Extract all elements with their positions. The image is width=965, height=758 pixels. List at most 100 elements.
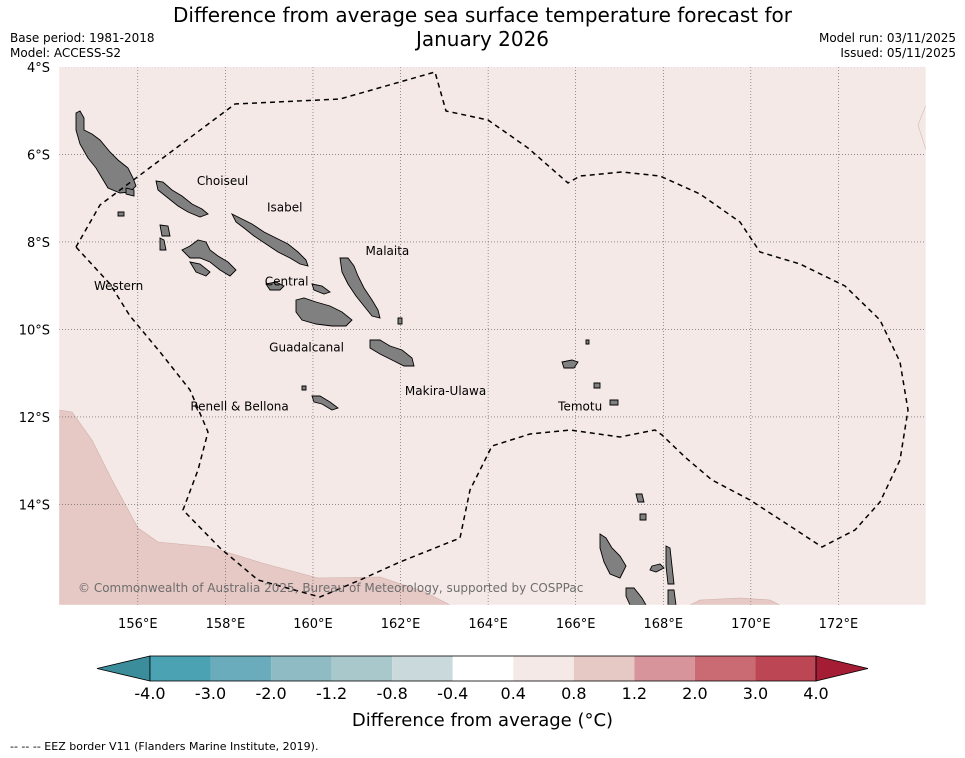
- province-label: Central: [265, 275, 309, 289]
- lon-tick-label: 158°E: [206, 617, 246, 632]
- colorbar-segment: [150, 656, 211, 681]
- colorbar-segment: [452, 656, 514, 681]
- island-vellalavella: [159, 224, 171, 237]
- lat-tick-label: 4°S: [27, 61, 50, 76]
- colorbar-segment: [331, 656, 393, 681]
- lon-tick-label: 172°E: [819, 617, 859, 632]
- lat-tick-label: 14°S: [19, 498, 50, 513]
- colorbar-segment: [392, 656, 453, 681]
- island-isabel: [230, 212, 309, 267]
- lat-tick-label: 12°S: [19, 411, 50, 426]
- island-utupua: [609, 399, 619, 406]
- lon-tick-label: 166°E: [556, 617, 596, 632]
- colorbar-tick-label: -0.4: [437, 684, 469, 703]
- island-rendova: [189, 261, 211, 277]
- copyright-notice: © Commonwealth of Australia 2025, Bureau…: [78, 581, 583, 595]
- map-title: Difference from average sea surface temp…: [150, 3, 815, 51]
- province-label: Isabel: [267, 200, 302, 214]
- island-shortland: [117, 211, 125, 217]
- colorbar-segment: [573, 656, 635, 681]
- island-gizo: [159, 237, 167, 251]
- province-label: Temotu: [557, 399, 602, 413]
- map-plot-area: [59, 67, 926, 605]
- base-period: Base period: 1981-2018: [10, 31, 155, 45]
- lon-tick-label: 160°E: [293, 617, 333, 632]
- colorbar-segment: [755, 656, 816, 681]
- colorbar-tick-label: 4.0: [803, 684, 829, 703]
- colorbar: [96, 655, 869, 682]
- model-name: Model: ACCESS-S2: [10, 46, 122, 60]
- province-label: Makira-Ulawa: [405, 384, 486, 398]
- colorbar-tick-label: -3.0: [194, 684, 227, 703]
- province-label: Choiseul: [197, 174, 248, 188]
- island-treasury: [125, 187, 135, 197]
- colorbar-max-extend: [815, 655, 869, 682]
- colorbar-tick-label: 3.0: [742, 684, 769, 703]
- map-title-line2: January 2026: [415, 27, 550, 51]
- island-choiseul: [155, 180, 209, 218]
- latitude-tick-labels: 4°S 6°S 8°S 10°S 12°S 14°S: [19, 61, 50, 513]
- colorbar-segment: [694, 656, 756, 681]
- colorbar-tick-label: 0.8: [561, 684, 587, 703]
- longitude-tick-labels: 156°E 158°E 160°E 162°E 164°E 166°E 168°E 170°E…: [118, 617, 858, 632]
- island-florida: [265, 281, 285, 291]
- island-banks: [635, 493, 645, 503]
- lat-tick-label: 10°S: [19, 323, 50, 338]
- island-maewo: [667, 589, 677, 605]
- warm-anomaly-region: [59, 409, 451, 605]
- issued-date: Issued: 05/11/2025: [840, 46, 956, 60]
- lat-tick-label: 6°S: [27, 148, 50, 163]
- plot-frame: [58, 66, 927, 606]
- lat-tick-label: 8°S: [27, 236, 50, 251]
- island-rennell: [311, 395, 339, 411]
- province-labels: Choiseul Isabel Malaita Western Central Guada…: [94, 174, 602, 413]
- colorbar-tick-label: -0.8: [376, 684, 408, 703]
- colorbar-tick-label: 1.2: [621, 684, 648, 703]
- island-pentecost: [665, 545, 675, 585]
- island-newgeorgia: [181, 239, 237, 277]
- meta-left: Base period: 1981-2018 Model: ACCESS-S2: [10, 31, 155, 61]
- lon-tick-label: 170°E: [731, 617, 771, 632]
- island-santacruz: [561, 359, 579, 369]
- colorbar-segment: [513, 656, 574, 681]
- anomaly-contour: [917, 104, 926, 151]
- island-makira: [369, 339, 415, 367]
- province-label: Guadalcanal: [269, 340, 344, 354]
- island-russell: [311, 283, 331, 295]
- lon-tick-label: 168°E: [644, 617, 684, 632]
- colorbar-tick-label: -1.2: [316, 684, 348, 703]
- warm-anomaly-patch: [689, 597, 781, 605]
- eez-border: [75, 71, 909, 598]
- province-label: Renell & Bellona: [190, 399, 288, 413]
- island-bellona: [301, 385, 307, 391]
- colorbar-outline: [149, 655, 817, 682]
- meta-right: Model run: 03/11/2025 Issued: 05/11/2025: [819, 31, 956, 61]
- lon-tick-label: 162°E: [381, 617, 421, 632]
- islands: [75, 110, 677, 605]
- sea-anomaly-background: [59, 67, 926, 605]
- colorbar-min-extend: [96, 655, 151, 682]
- eez-footnote: -- -- -- EEZ border V11 (Flanders Marine…: [10, 740, 319, 753]
- colorbar-segment: [634, 656, 695, 681]
- colorbar-tick-label: 2.0: [682, 684, 708, 703]
- colorbar-tick-label: -4.0: [134, 684, 166, 703]
- colorbar-title: Difference from average (°C): [351, 710, 614, 731]
- colorbar-segment: [271, 656, 332, 681]
- map-title-line1: Difference from average sea surface temp…: [172, 3, 792, 27]
- colorbar-tick-label: -2.0: [255, 684, 287, 703]
- province-label: Malaita: [366, 244, 410, 258]
- lon-tick-label: 156°E: [118, 617, 158, 632]
- island-malekula: [625, 587, 647, 605]
- island-espiritusanto: [599, 533, 627, 579]
- colorbar-tick-label: 0.4: [500, 684, 526, 703]
- island-ambae: [649, 563, 665, 573]
- island-bougainville: [75, 110, 137, 194]
- colorbar-segment: [210, 656, 272, 681]
- island-guadalcanal: [295, 297, 353, 327]
- lon-tick-label: 164°E: [468, 617, 508, 632]
- island-torres: [639, 513, 647, 521]
- island-ulawa: [397, 317, 403, 325]
- island-vanikoro: [593, 382, 601, 389]
- island-duff: [585, 339, 590, 345]
